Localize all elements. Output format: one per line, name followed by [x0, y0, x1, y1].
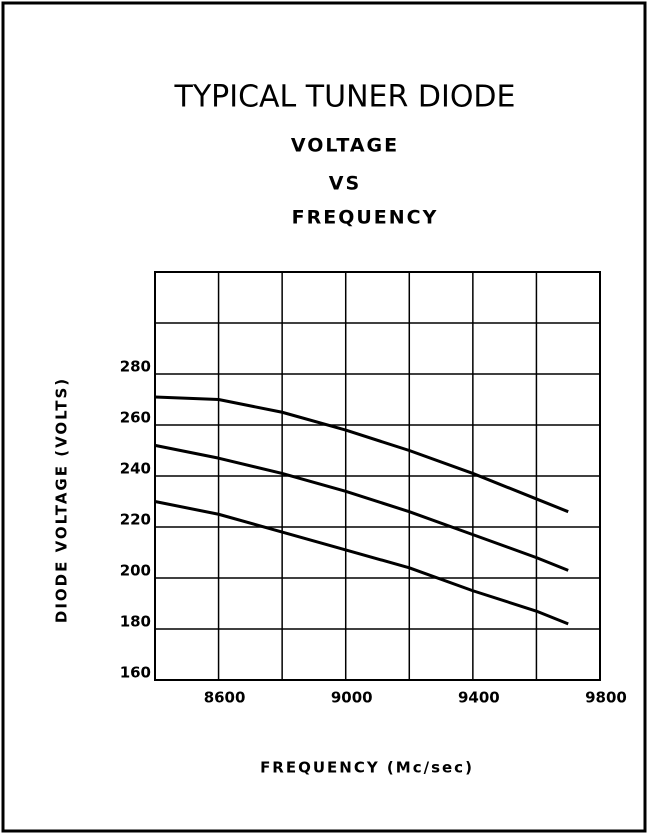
y-tick-label: 240	[120, 460, 151, 478]
chart-subtitle: FREQUENCY	[292, 207, 439, 229]
x-axis-label: FREQUENCY (Mc/sec)	[260, 759, 474, 777]
y-axis-label: DIODE VOLTAGE (VOLTS)	[53, 377, 71, 623]
chart-subtitle: VOLTAGE	[291, 135, 399, 157]
line-series	[154, 500, 569, 626]
y-tick-label: 160	[120, 664, 151, 682]
chart-subtitle: VS	[329, 173, 361, 195]
x-tick-label: 8600	[204, 689, 246, 707]
y-tick-label: 260	[120, 409, 151, 427]
line-series	[154, 395, 569, 514]
y-tick-label: 220	[120, 511, 151, 529]
y-tick-label: 280	[120, 358, 151, 376]
line-series	[154, 443, 569, 572]
x-tick-label: 9800	[585, 689, 627, 707]
y-tick-label: 200	[120, 562, 151, 580]
y-tick-label: 180	[120, 613, 151, 631]
plot-frame	[154, 271, 601, 681]
x-tick-label: 9400	[458, 689, 500, 707]
chart-title: TYPICAL TUNER DIODE	[174, 80, 516, 115]
x-tick-label: 9000	[331, 689, 373, 707]
